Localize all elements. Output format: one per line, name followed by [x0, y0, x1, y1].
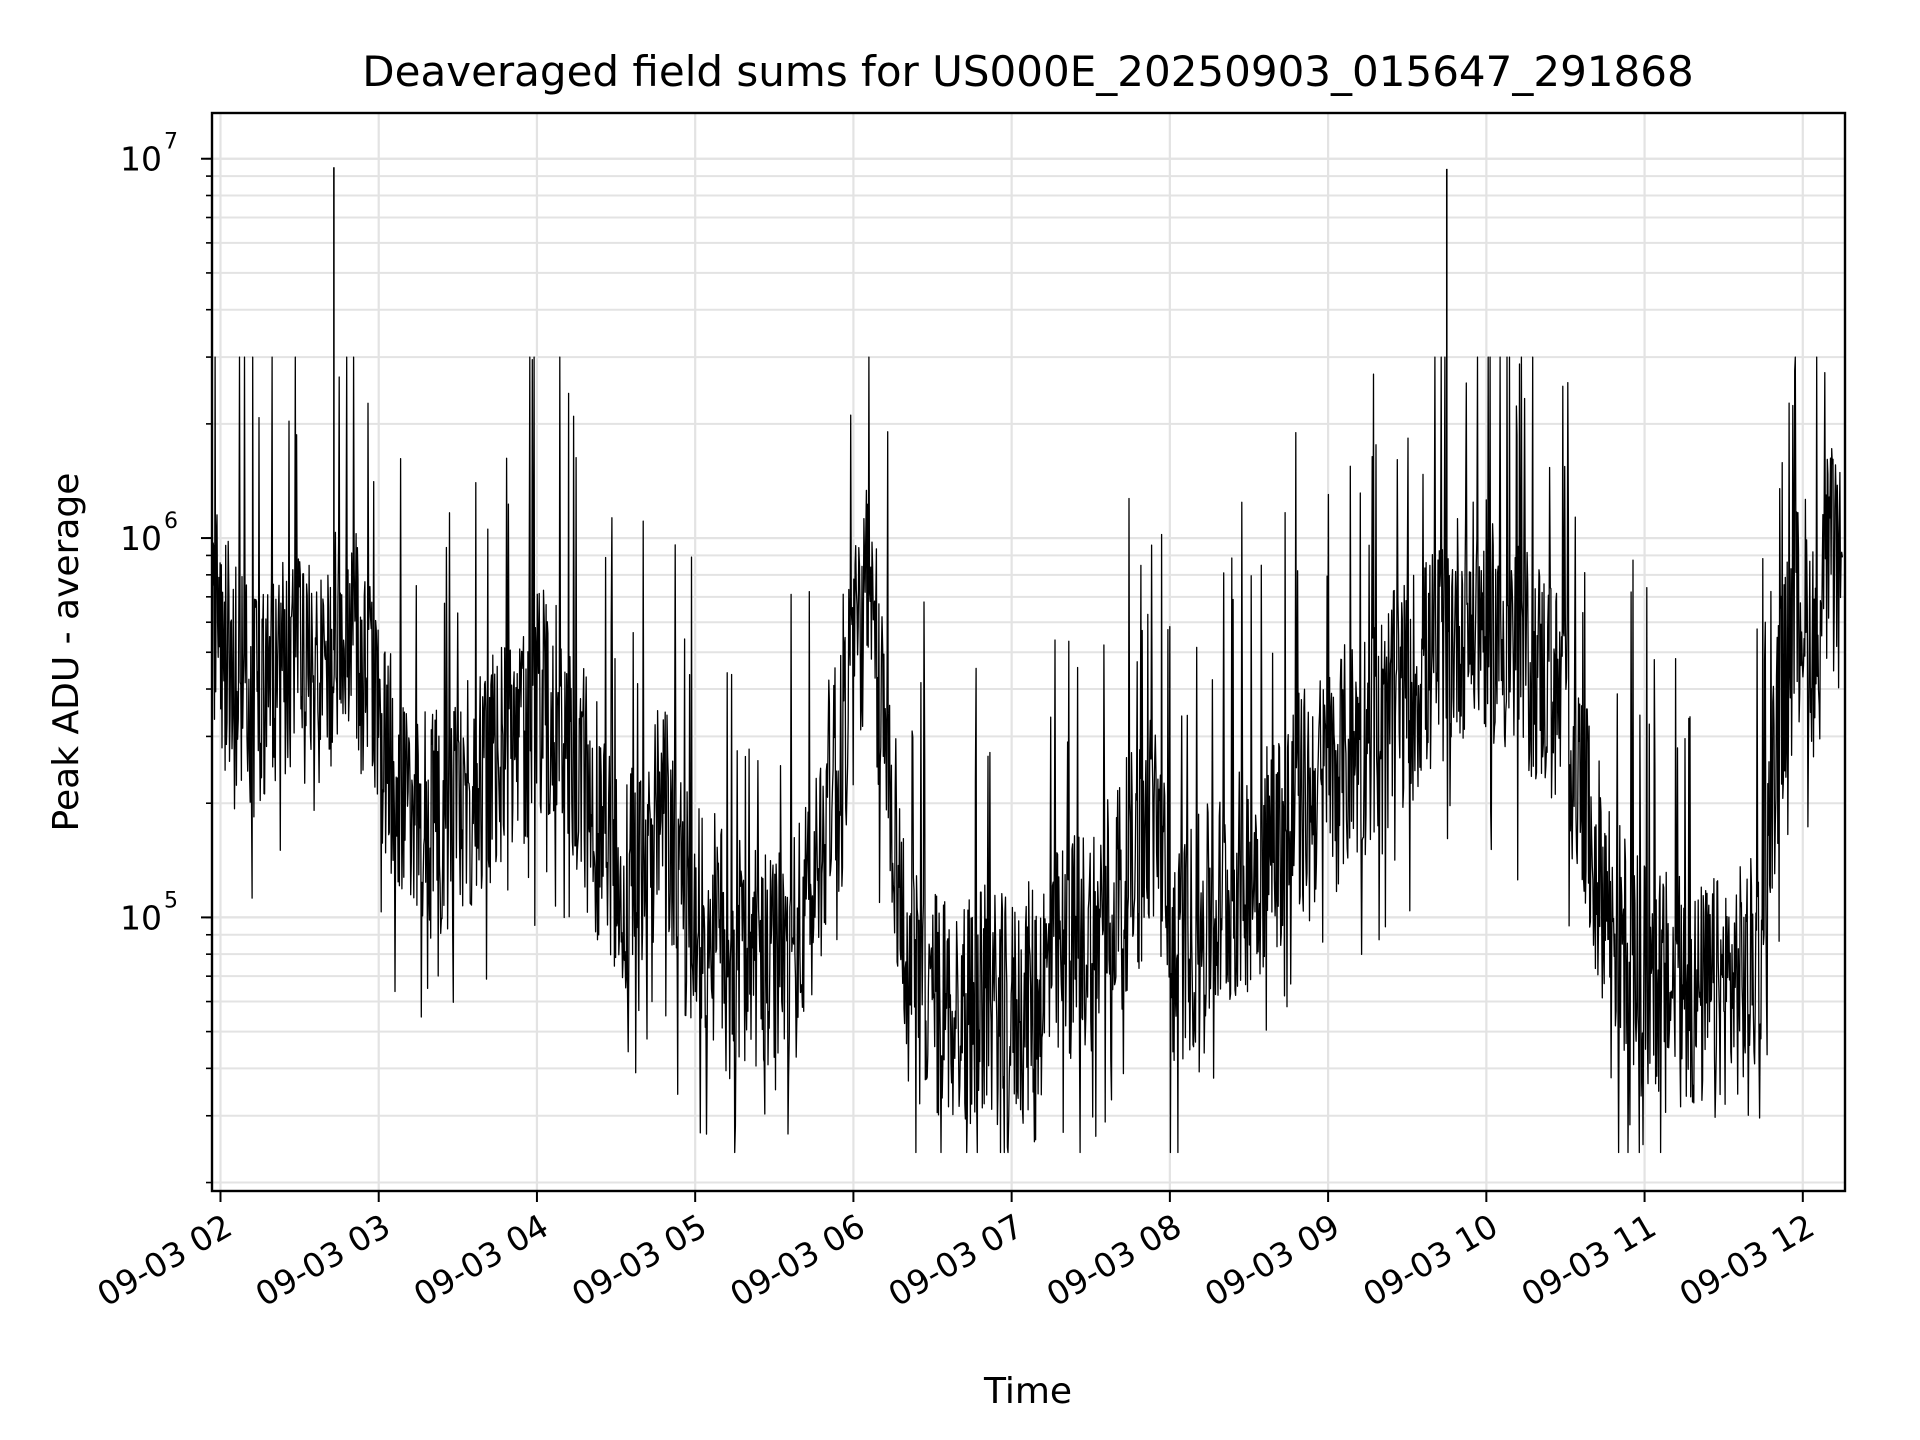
x-axis-label: Time [983, 1371, 1072, 1412]
series-line [211, 356, 1844, 1154]
chart-title: Deaveraged field sums for US000E_2025090… [362, 47, 1693, 96]
y-axis-label: Peak ADU - average [46, 473, 87, 832]
y-tick-label: 10 [120, 898, 162, 937]
series-layer [211, 167, 1844, 1154]
y-tick-label: 10 [120, 519, 162, 558]
y-tick-exponent: 7 [164, 130, 178, 155]
y-tick-exponent: 6 [164, 509, 178, 534]
y-tick-exponent: 5 [164, 888, 178, 913]
y-tick-label: 10 [120, 140, 162, 179]
